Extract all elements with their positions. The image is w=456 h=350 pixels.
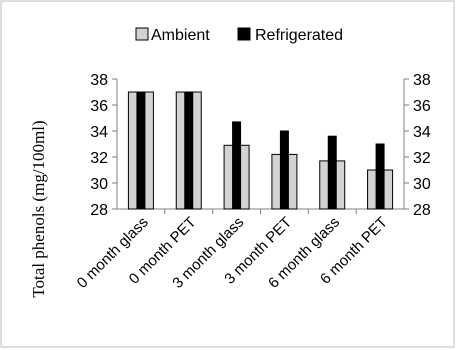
right-tick-label: 36 — [413, 98, 431, 115]
right-tick-label: 32 — [413, 150, 431, 167]
bar-refrigerated — [184, 91, 194, 210]
legend-label-refrigerated: Refrigerated — [255, 27, 343, 44]
bar-refrigerated — [279, 130, 289, 210]
legend-swatch-refrigerated — [237, 27, 251, 41]
right-tick-label: 38 — [413, 72, 431, 89]
right-tick-label: 30 — [413, 176, 431, 193]
bar-group — [127, 91, 394, 210]
right-tick-label: 34 — [413, 124, 431, 141]
left-tick-label: 30 — [90, 176, 108, 193]
bar-refrigerated — [136, 91, 146, 210]
legend-swatch-ambient — [135, 27, 149, 41]
left-tick-label: 38 — [90, 72, 108, 89]
left-tick-label: 32 — [90, 150, 108, 167]
legend: Ambient Refrigerated — [135, 27, 343, 44]
left-tick-group: 28 30 32 34 36 38 — [90, 72, 117, 219]
bar-refrigerated — [232, 121, 242, 210]
bar-refrigerated — [327, 135, 337, 210]
legend-label-ambient: Ambient — [151, 27, 210, 44]
bar-refrigerated — [375, 143, 385, 210]
right-tick-label: 28 — [413, 202, 431, 219]
left-tick-label: 34 — [90, 124, 108, 141]
right-tick-group: 28 30 32 34 36 38 — [404, 72, 431, 219]
left-tick-label: 28 — [90, 202, 108, 219]
y-axis-label: Total phenols (mg/100ml) — [29, 120, 48, 297]
left-tick-label: 36 — [90, 98, 108, 115]
